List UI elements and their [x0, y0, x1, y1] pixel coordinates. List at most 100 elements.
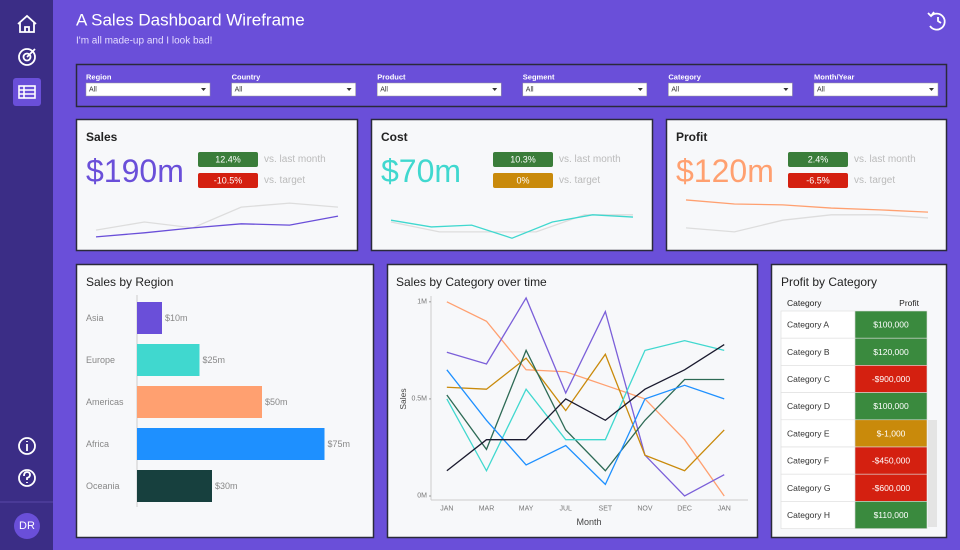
filter-select[interactable]	[668, 82, 793, 97]
value-label: $30m	[215, 481, 238, 491]
help-icon[interactable]	[18, 469, 36, 487]
kpi-badge	[198, 173, 258, 188]
kpi-value: $190m	[86, 153, 184, 189]
value-label: $75m	[328, 439, 351, 449]
home-icon[interactable]	[17, 14, 37, 33]
scrollbar	[928, 420, 937, 527]
series-line	[446, 348, 725, 472]
category-label: Africa	[86, 439, 109, 449]
profit-cell	[854, 337, 928, 366]
row-cell	[780, 365, 856, 393]
target-icon[interactable]	[18, 48, 36, 66]
series-line	[446, 339, 725, 473]
filter-select[interactable]	[85, 82, 211, 97]
kpi-badge	[788, 152, 848, 167]
filter-value: All	[235, 87, 243, 94]
x-tick-label: MAY	[519, 506, 534, 513]
kpi-badge-value: -6.5%	[806, 176, 830, 186]
column-header: Category	[787, 298, 822, 308]
kpi-badge-value: 12.4%	[215, 155, 241, 165]
column-header: Profit	[899, 298, 919, 308]
kpi-title: Sales	[86, 130, 118, 144]
kpi-badge-label: vs. target	[854, 175, 895, 186]
profit-cell	[854, 419, 928, 448]
filter-select[interactable]	[376, 82, 502, 97]
kpi-title: Profit	[676, 130, 707, 144]
bar	[137, 470, 212, 502]
kpi-badge-label: vs. target	[559, 175, 600, 186]
dropdown-arrow	[201, 88, 206, 91]
subtitle: I'm all made-up and I look bad!	[76, 36, 212, 47]
table-title: Profit by Category	[781, 275, 877, 289]
kpi-badge	[198, 152, 258, 167]
kpi-badge-value: -10.5%	[214, 176, 243, 186]
series-line	[446, 352, 725, 472]
value-label: $25m	[203, 355, 226, 365]
row-category: Category C	[787, 374, 830, 384]
y-tick-label: 0.5M	[411, 395, 427, 402]
row-profit: $120,000	[873, 347, 909, 357]
row-category: Category D	[787, 401, 830, 411]
row-cell	[780, 392, 856, 421]
bar	[137, 302, 162, 334]
row-profit: -$600,000	[872, 483, 911, 493]
row-category: Category A	[787, 320, 829, 330]
series-line	[446, 296, 725, 497]
row-category: Category G	[787, 483, 830, 493]
dropdown-arrow	[492, 88, 498, 91]
row-profit: -$450,000	[872, 456, 911, 466]
kpi-title: Cost	[381, 130, 408, 144]
kpi-badge	[788, 173, 848, 188]
filter-value: All	[817, 87, 825, 94]
info-icon[interactable]	[18, 437, 36, 455]
sparkline	[390, 214, 634, 239]
filter-label: Category	[668, 73, 701, 82]
kpi-badge-value: 0%	[516, 176, 529, 186]
row-profit: $100,000	[873, 401, 909, 411]
sparkline	[685, 214, 929, 233]
kpi-value: $120m	[676, 153, 774, 189]
profit-cell	[854, 392, 928, 421]
row-category: Category H	[787, 510, 830, 520]
row-cell	[780, 419, 856, 448]
avatar[interactable]	[14, 513, 40, 539]
x-tick-label: JAN	[440, 506, 453, 513]
filter-select[interactable]	[522, 82, 648, 97]
x-tick-label: JAN	[718, 506, 731, 513]
profit-cell	[854, 310, 928, 339]
y-axis-label: Sales	[398, 388, 408, 409]
x-axis-label: Month	[576, 517, 601, 527]
dropdown-arrow	[346, 88, 352, 91]
table-icon[interactable]	[18, 85, 36, 99]
bar	[137, 386, 262, 418]
row-profit: -$900,000	[872, 374, 911, 384]
chart-title: Sales by Region	[86, 275, 173, 289]
sparkline	[95, 215, 339, 238]
filter-select[interactable]	[231, 82, 356, 97]
kpi-badge	[493, 173, 553, 188]
filter-label: Region	[86, 73, 112, 82]
filter-label: Product	[377, 73, 406, 82]
x-tick-label: NOV	[637, 506, 653, 513]
active-nav[interactable]	[13, 78, 41, 106]
avatar-initials: DR	[19, 520, 35, 532]
y-tick-label: 1M	[417, 298, 427, 305]
series-line	[446, 343, 725, 472]
row-profit: $110,000	[874, 510, 909, 520]
filter-label: Country	[232, 73, 262, 82]
kpi-badge	[493, 152, 553, 167]
filter-bar	[75, 63, 948, 108]
filter-select[interactable]	[813, 82, 939, 97]
chart-title: Sales by Category over time	[396, 275, 547, 289]
kpi-value: $70m	[381, 153, 461, 189]
row-cell	[780, 501, 856, 529]
category-label: Oceania	[86, 481, 120, 491]
series-line	[446, 369, 725, 486]
filter-label: Segment	[523, 73, 555, 82]
refresh-icon[interactable]	[927, 11, 946, 31]
dropdown-arrow	[929, 88, 934, 91]
dropdown-arrow	[637, 88, 643, 91]
kpi-badge-label: vs. last month	[264, 154, 326, 165]
